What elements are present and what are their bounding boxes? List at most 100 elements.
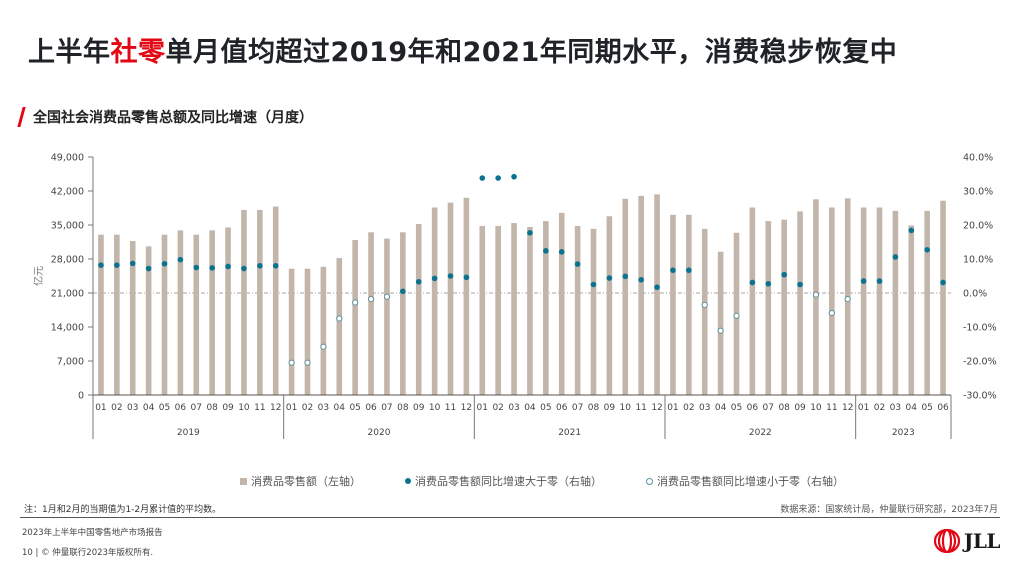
month-tick-label: 09 xyxy=(794,403,806,413)
right-axis-tick-label: -30.0% xyxy=(963,391,997,402)
growth-dot-negative xyxy=(844,296,851,303)
month-tick-label: 08 xyxy=(588,403,600,413)
month-tick-label: 02 xyxy=(683,403,694,413)
month-tick-label: 10 xyxy=(238,403,250,413)
growth-dot-positive xyxy=(225,263,231,270)
sales-bar xyxy=(352,240,358,395)
month-tick-label: 05 xyxy=(540,403,551,413)
growth-dot-positive xyxy=(511,173,517,180)
month-tick-label: 12 xyxy=(842,403,853,413)
growth-dot-positive xyxy=(161,260,168,267)
sales-bar xyxy=(257,209,263,395)
sales-bar xyxy=(400,232,406,395)
sales-bar xyxy=(527,226,533,395)
month-tick-label: 02 xyxy=(874,403,885,413)
growth-dot-positive xyxy=(400,288,406,295)
chart-legend: 消费品零售额（左轴） 消费品零售额同比增速大于零（右轴） 消费品零售额同比增速小… xyxy=(240,473,844,489)
left-axis-tick-label: 7,000 xyxy=(57,357,84,368)
month-tick-label: 12 xyxy=(651,403,662,413)
month-tick-label: 06 xyxy=(365,403,377,413)
month-tick-label: 04 xyxy=(143,403,155,413)
legend-label: 消费品零售额（左轴） xyxy=(251,475,361,488)
sales-bar xyxy=(749,207,756,395)
month-tick-label: 07 xyxy=(763,403,774,413)
legend-item-sales: 消费品零售额（左轴） xyxy=(240,473,361,489)
growth-dot-negative xyxy=(733,312,740,319)
growth-dot-negative xyxy=(717,327,724,334)
year-label: 2023 xyxy=(892,428,915,438)
sales-bar xyxy=(558,212,565,395)
sales-bar xyxy=(145,246,152,395)
sales-bar xyxy=(98,234,104,395)
sales-bar xyxy=(574,225,581,395)
legend-label: 消费品零售额同比增速小于零（右轴） xyxy=(657,475,844,488)
sales-bar xyxy=(638,195,644,395)
sales-bar xyxy=(908,225,915,395)
month-tick-label: 01 xyxy=(858,403,869,413)
month-tick-label: 05 xyxy=(349,403,360,413)
sales-bar xyxy=(336,258,343,395)
growth-dot-positive xyxy=(272,263,279,269)
sales-bar xyxy=(304,268,311,395)
growth-dot-positive xyxy=(638,276,644,283)
sales-bar xyxy=(272,206,279,395)
sales-bar xyxy=(892,210,899,395)
report-name: 2023年上半年中国零售地产市场报告 xyxy=(22,528,163,538)
growth-dot-positive xyxy=(574,261,581,267)
sales-bar xyxy=(701,228,708,395)
month-tick-label: 08 xyxy=(206,403,218,413)
sales-bar xyxy=(479,225,486,395)
growth-dot-negative xyxy=(288,359,295,366)
year-label: 2020 xyxy=(368,428,391,438)
growth-dot-positive xyxy=(479,175,486,181)
sales-bar xyxy=(670,214,676,395)
left-axis-tick-label: 28,000 xyxy=(51,255,84,266)
footer-divider xyxy=(20,517,1000,518)
growth-dot-negative xyxy=(383,293,391,300)
hollow-dot-icon xyxy=(646,477,653,485)
sales-bar xyxy=(940,200,946,395)
sales-bar xyxy=(209,230,215,395)
growth-dot-positive xyxy=(527,230,533,236)
month-tick-label: 03 xyxy=(127,403,138,413)
page-title: 上半年社零单月值均超过2019年和2021年同期水平，消费稳步恢复中 xyxy=(28,30,897,69)
sales-bar xyxy=(193,234,200,395)
jll-swirl-icon xyxy=(933,529,961,553)
chart-subtitle: 全国社会消费品零售总额及同比增速（月度） xyxy=(33,110,313,126)
growth-dot-positive xyxy=(209,265,215,271)
month-tick-label: 01 xyxy=(477,403,488,413)
growth-dot-positive xyxy=(558,249,565,255)
sales-bar xyxy=(368,232,374,395)
right-axis-tick-label: 30.0% xyxy=(963,187,993,198)
month-tick-label: 04 xyxy=(715,403,727,413)
month-tick-label: 12 xyxy=(270,403,281,413)
data-source: 数据来源：国家统计局，仲量联行研究部，2023年7月 xyxy=(780,505,998,515)
month-tick-label: 01 xyxy=(667,403,678,413)
month-tick-label: 11 xyxy=(635,403,646,413)
left-axis-tick-label: 0 xyxy=(78,391,84,402)
month-tick-label: 07 xyxy=(191,403,202,413)
sales-bar xyxy=(161,234,168,395)
month-tick-label: 01 xyxy=(95,403,106,413)
legend-item-growth-negative: 消费品零售额同比增速小于零（右轴） xyxy=(646,473,844,489)
right-axis-tick-label: 10.0% xyxy=(963,255,993,266)
filled-dot-icon xyxy=(405,478,411,484)
month-tick-label: 03 xyxy=(699,403,710,413)
right-axis-tick-label: 40.0% xyxy=(963,153,993,164)
growth-dot-positive xyxy=(908,227,915,234)
growth-dot-positive xyxy=(145,265,152,272)
month-tick-label: 06 xyxy=(175,403,187,413)
sales-bar xyxy=(765,221,772,395)
year-label: 2019 xyxy=(177,428,200,438)
growth-dot-positive xyxy=(686,267,692,274)
growth-dot-positive xyxy=(463,274,470,281)
month-tick-label: 09 xyxy=(222,403,234,413)
growth-dot-positive xyxy=(797,281,803,288)
month-tick-label: 10 xyxy=(620,403,632,413)
month-tick-label: 04 xyxy=(334,403,346,413)
growth-dot-negative xyxy=(336,315,343,322)
right-axis-tick-label: -20.0% xyxy=(963,357,997,368)
title-pre: 上半年 xyxy=(28,37,111,68)
title-post: 单月值均超过2019年和2021年同期水平，消费稳步恢复中 xyxy=(165,37,898,68)
right-axis-tick-label: 0.0% xyxy=(963,289,987,300)
